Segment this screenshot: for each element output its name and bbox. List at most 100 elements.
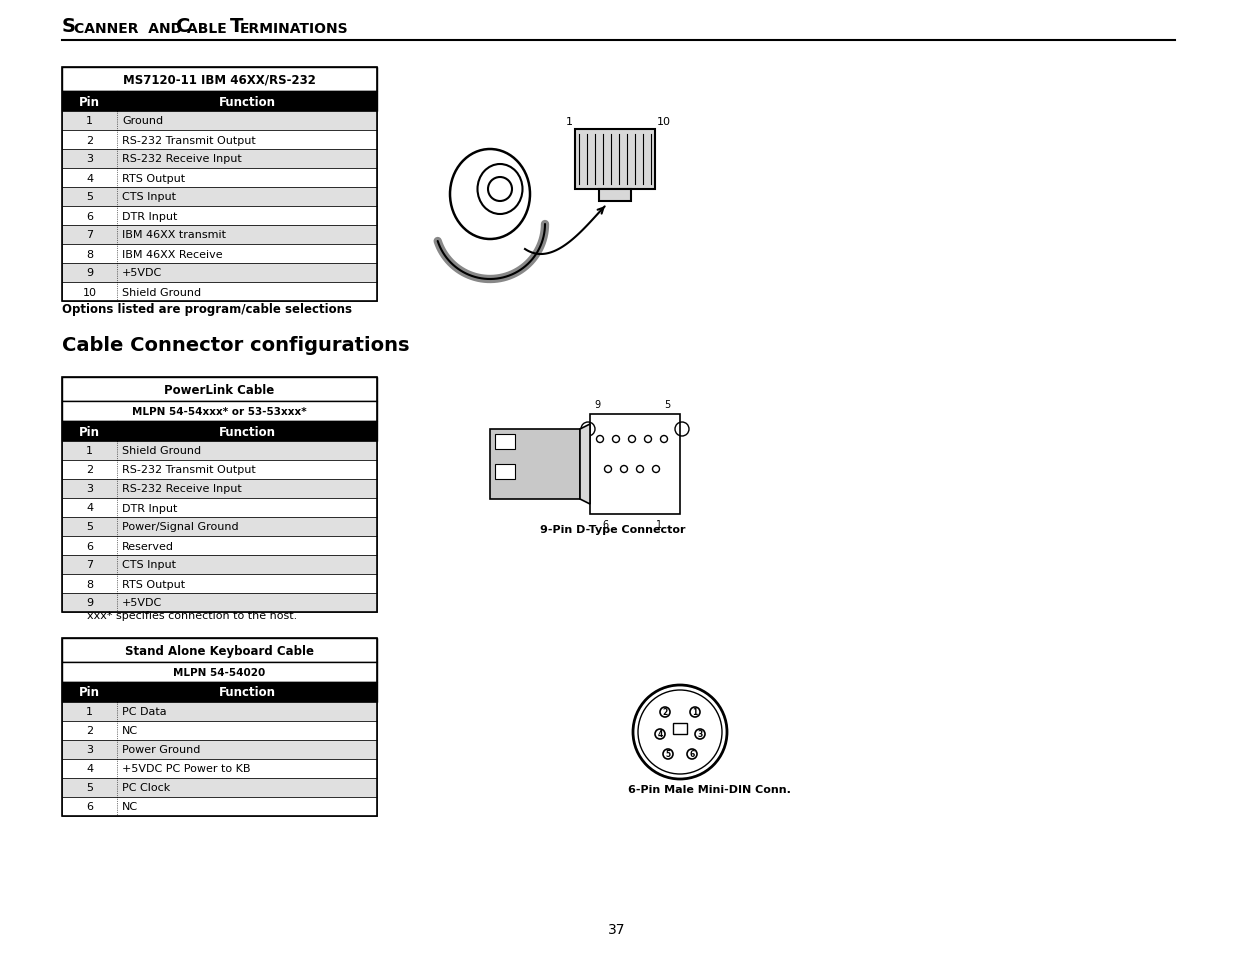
Bar xyxy=(62,594,377,613)
Text: 10: 10 xyxy=(83,287,96,297)
Text: Function: Function xyxy=(219,95,275,109)
Text: Function: Function xyxy=(219,686,275,699)
Text: Power/Signal Ground: Power/Signal Ground xyxy=(122,522,238,532)
Bar xyxy=(62,377,377,613)
Circle shape xyxy=(613,436,620,443)
Text: 2: 2 xyxy=(86,135,93,146)
Bar xyxy=(62,68,377,302)
Text: 2: 2 xyxy=(86,465,93,475)
Circle shape xyxy=(620,466,627,473)
Text: 9: 9 xyxy=(86,598,93,608)
Bar xyxy=(495,435,515,450)
Polygon shape xyxy=(599,190,631,202)
Text: Options listed are program/cable selections: Options listed are program/cable selecti… xyxy=(62,303,352,315)
Bar xyxy=(62,421,377,441)
Bar xyxy=(62,377,377,401)
Text: RS-232 Receive Input: RS-232 Receive Input xyxy=(122,484,242,494)
Text: +5VDC: +5VDC xyxy=(122,598,162,608)
Bar xyxy=(62,682,377,702)
Text: 4: 4 xyxy=(657,730,663,739)
Text: +5VDC: +5VDC xyxy=(122,268,162,278)
Text: 9-Pin D-Type Connector: 9-Pin D-Type Connector xyxy=(540,524,685,535)
Text: 3: 3 xyxy=(698,730,703,739)
Bar xyxy=(62,702,377,721)
Bar xyxy=(62,264,377,283)
Text: 5: 5 xyxy=(86,193,93,202)
Text: NC: NC xyxy=(122,801,138,812)
Bar xyxy=(62,169,377,188)
Text: 5: 5 xyxy=(86,522,93,532)
Text: ERMINATIONS: ERMINATIONS xyxy=(240,22,348,36)
Text: 5: 5 xyxy=(666,750,671,759)
Text: MS7120-11 IBM 46XX/RS-232: MS7120-11 IBM 46XX/RS-232 xyxy=(124,73,316,87)
Text: 6: 6 xyxy=(86,541,93,551)
Bar xyxy=(62,779,377,797)
Text: 7: 7 xyxy=(86,560,93,570)
Bar xyxy=(62,91,377,112)
Text: 1: 1 xyxy=(656,519,662,530)
Text: 6-Pin Male Mini-DIN Conn.: 6-Pin Male Mini-DIN Conn. xyxy=(629,784,790,794)
Text: 3: 3 xyxy=(86,154,93,164)
Bar xyxy=(62,401,377,421)
Text: 6: 6 xyxy=(86,801,93,812)
Text: IBM 46XX transmit: IBM 46XX transmit xyxy=(122,231,226,240)
Text: +5VDC PC Power to KB: +5VDC PC Power to KB xyxy=(122,763,251,774)
Text: 1: 1 xyxy=(86,116,93,127)
Text: RS-232 Transmit Output: RS-232 Transmit Output xyxy=(122,135,256,146)
Bar xyxy=(62,112,377,131)
Text: Reserved: Reserved xyxy=(122,541,174,551)
Bar xyxy=(62,245,377,264)
Text: RTS Output: RTS Output xyxy=(122,173,185,183)
Circle shape xyxy=(636,466,643,473)
Text: Ground: Ground xyxy=(122,116,163,127)
Circle shape xyxy=(655,729,664,740)
Text: 4: 4 xyxy=(86,763,93,774)
Bar xyxy=(62,441,377,460)
Text: 5: 5 xyxy=(86,782,93,793)
Text: 5: 5 xyxy=(664,399,671,410)
Bar xyxy=(576,130,655,190)
Bar xyxy=(62,662,377,682)
Text: DTR Input: DTR Input xyxy=(122,503,178,513)
Text: Pin: Pin xyxy=(79,95,100,109)
Bar xyxy=(62,150,377,169)
Text: T: T xyxy=(230,17,243,36)
Bar xyxy=(62,226,377,245)
Bar xyxy=(62,498,377,517)
Text: MLPN 54-54020: MLPN 54-54020 xyxy=(173,667,266,678)
Bar xyxy=(62,797,377,816)
Circle shape xyxy=(661,436,667,443)
Text: xxx* specifies connection to the host.: xxx* specifies connection to the host. xyxy=(86,610,298,620)
Text: CTS Input: CTS Input xyxy=(122,560,177,570)
Text: C: C xyxy=(177,17,190,36)
Text: 9: 9 xyxy=(86,268,93,278)
Bar xyxy=(62,639,377,662)
Text: PC Clock: PC Clock xyxy=(122,782,170,793)
Text: RS-232 Receive Input: RS-232 Receive Input xyxy=(122,154,242,164)
Text: CANNER  AND: CANNER AND xyxy=(74,22,191,36)
Text: IBM 46XX Receive: IBM 46XX Receive xyxy=(122,250,222,259)
Circle shape xyxy=(629,436,636,443)
Bar xyxy=(62,479,377,498)
Bar xyxy=(62,721,377,740)
Text: Pin: Pin xyxy=(79,425,100,438)
Text: 1: 1 xyxy=(86,446,93,456)
Text: 8: 8 xyxy=(86,578,93,589)
Bar xyxy=(62,556,377,575)
Circle shape xyxy=(690,707,700,718)
Text: 2: 2 xyxy=(86,726,93,736)
Text: MLPN 54-54xxx* or 53-53xxx*: MLPN 54-54xxx* or 53-53xxx* xyxy=(132,407,306,416)
Bar xyxy=(62,207,377,226)
Text: RTS Output: RTS Output xyxy=(122,578,185,589)
Text: Pin: Pin xyxy=(79,686,100,699)
Circle shape xyxy=(659,707,671,718)
Text: 1: 1 xyxy=(693,708,698,717)
Text: 6: 6 xyxy=(689,750,694,759)
Bar xyxy=(62,460,377,479)
Circle shape xyxy=(604,466,611,473)
Bar xyxy=(62,575,377,594)
Circle shape xyxy=(652,466,659,473)
Bar xyxy=(62,188,377,207)
Text: 4: 4 xyxy=(86,503,93,513)
Bar xyxy=(62,517,377,537)
